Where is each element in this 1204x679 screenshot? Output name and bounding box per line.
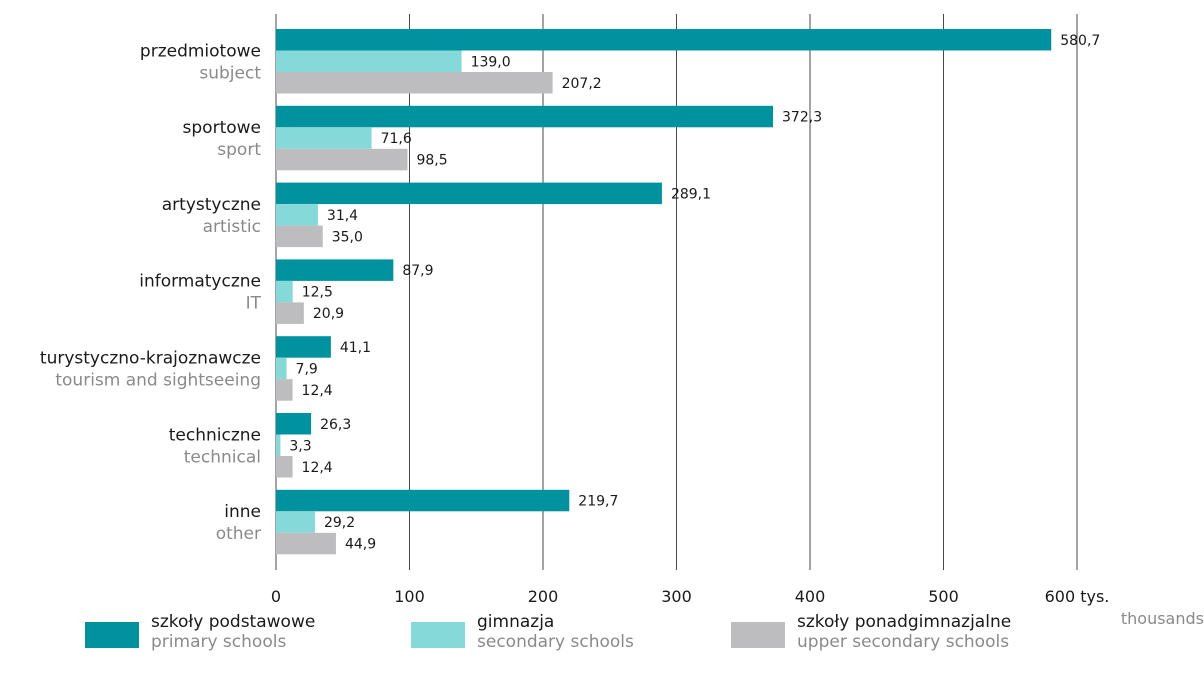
bar bbox=[276, 413, 312, 435]
bar bbox=[276, 302, 304, 324]
bar bbox=[276, 29, 1052, 51]
bar bbox=[276, 259, 394, 281]
legend-label-en: upper secondary schools bbox=[797, 632, 1010, 652]
x-axis: 0 100 200 300 400 500 600 tys. thousands bbox=[271, 587, 1204, 628]
legend-item: szkoły ponadgimnazjalne upper secondary s… bbox=[731, 612, 1011, 652]
x-tick-label: 600 tys. bbox=[1045, 587, 1110, 606]
category-label: artystyczne bbox=[162, 195, 261, 215]
x-unit-label: tys. bbox=[1075, 587, 1109, 606]
category-label-en: other bbox=[216, 524, 261, 544]
category-label: sportowe bbox=[183, 118, 261, 138]
value-label: 71,6 bbox=[381, 131, 412, 147]
bar bbox=[276, 148, 408, 171]
category-label: inne bbox=[224, 502, 261, 522]
bar bbox=[276, 127, 372, 149]
bar bbox=[276, 204, 318, 226]
legend-swatch bbox=[411, 622, 465, 648]
legend-label: szkoły ponadgimnazjalne bbox=[797, 612, 1012, 632]
bar bbox=[276, 336, 331, 358]
legend-label: szkoły podstawowe bbox=[151, 612, 316, 632]
legend-text: szkoły ponadgimnazjalne upper secondary s… bbox=[797, 612, 1011, 652]
bar bbox=[276, 489, 570, 512]
value-label: 41,1 bbox=[340, 340, 371, 356]
bars bbox=[276, 29, 1052, 555]
bar bbox=[276, 50, 462, 72]
category-label-en: tourism and sightseeing bbox=[55, 370, 261, 390]
x-tick-label: 400 bbox=[795, 587, 826, 606]
legend-swatch bbox=[85, 622, 139, 648]
bar bbox=[276, 357, 287, 380]
value-label: 35,0 bbox=[332, 229, 363, 245]
category-label-en: sport bbox=[217, 140, 261, 160]
legend-swatch bbox=[731, 622, 785, 648]
value-label: 31,4 bbox=[327, 208, 358, 224]
value-label: 87,9 bbox=[402, 263, 433, 279]
bar bbox=[276, 379, 293, 401]
value-label: 289,1 bbox=[671, 186, 711, 202]
value-label: 98,5 bbox=[416, 153, 447, 169]
legend-label-en: primary schools bbox=[151, 632, 287, 652]
legend-item: szkoły podstawowe primary schools bbox=[85, 612, 315, 652]
legend-text: gimnazja secondary schools bbox=[477, 612, 634, 652]
value-label: 372,3 bbox=[782, 110, 822, 126]
bar bbox=[276, 532, 336, 555]
value-label: 26,3 bbox=[320, 417, 351, 433]
value-label: 7,9 bbox=[296, 361, 318, 377]
legend-text: szkoły podstawowe primary schools bbox=[151, 612, 315, 652]
bar bbox=[276, 72, 553, 94]
category-label-en: IT bbox=[246, 294, 262, 314]
legend-label: gimnazja bbox=[477, 612, 555, 632]
category-label: przedmiotowe bbox=[140, 41, 261, 61]
bar bbox=[276, 182, 662, 205]
value-label: 12,5 bbox=[302, 285, 333, 301]
x-tick-label: 500 bbox=[928, 587, 959, 606]
bar bbox=[276, 105, 774, 128]
category-label-en: artistic bbox=[203, 217, 261, 237]
category-label: turystyczno-krajoznawcze bbox=[40, 348, 261, 368]
value-label: 139,0 bbox=[471, 54, 511, 70]
gridlines bbox=[275, 14, 1078, 570]
value-label: 12,4 bbox=[302, 460, 333, 476]
value-label: 44,9 bbox=[345, 537, 376, 553]
bar bbox=[276, 511, 315, 533]
bar bbox=[276, 434, 281, 456]
bar bbox=[276, 225, 323, 248]
x-tick-label: 300 bbox=[661, 587, 692, 606]
x-unit-label-en: thousands bbox=[1121, 609, 1204, 628]
category-label-en: subject bbox=[199, 63, 261, 83]
value-label: 3,3 bbox=[289, 438, 311, 454]
legend-item: gimnazja secondary schools bbox=[411, 612, 634, 652]
value-label: 20,9 bbox=[313, 306, 344, 322]
value-label: 580,7 bbox=[1060, 33, 1100, 49]
value-label: 207,2 bbox=[562, 76, 602, 92]
x-tick-label: 200 bbox=[528, 587, 559, 606]
category-label: informatyczne bbox=[139, 272, 261, 292]
legend-label-en: secondary schools bbox=[477, 632, 634, 652]
x-tick-label: 0 bbox=[271, 587, 281, 606]
x-tick-label: 100 bbox=[394, 587, 425, 606]
bar bbox=[276, 280, 293, 303]
value-label: 29,2 bbox=[324, 515, 355, 531]
bar bbox=[276, 456, 293, 478]
value-label: 12,4 bbox=[302, 383, 333, 399]
category-label-en: technical bbox=[184, 447, 261, 467]
category-label: techniczne bbox=[169, 425, 261, 445]
value-label: 219,7 bbox=[578, 494, 618, 510]
